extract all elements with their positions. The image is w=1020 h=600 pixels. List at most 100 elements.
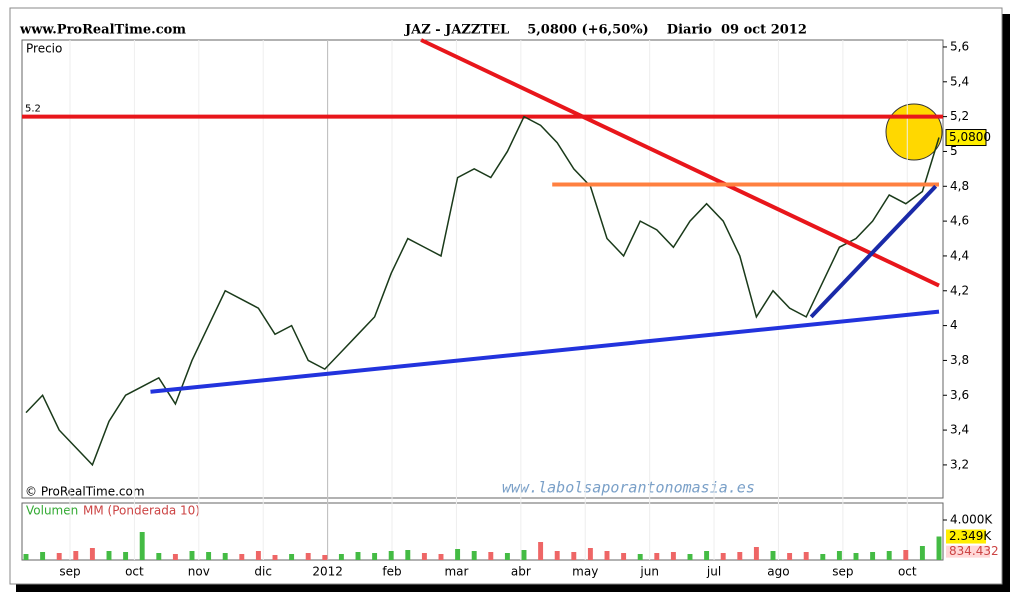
y-label: Precio: [26, 42, 62, 56]
volume-bar: [820, 554, 826, 560]
y-tick-label: 4,4: [950, 248, 969, 262]
highlight-circle: [885, 103, 943, 161]
x-tick-label: oct: [125, 565, 144, 579]
mm-label: MM (Ponderada 10): [83, 504, 200, 518]
volume-bar: [222, 553, 228, 560]
volume-bar: [903, 550, 909, 560]
y-tick-label: 5,2: [950, 109, 969, 123]
y-tick-label: 4: [950, 318, 958, 332]
price-panel: [21, 39, 944, 499]
trendline: [420, 38, 940, 288]
volume-bar: [421, 553, 427, 560]
x-tick-label: mar: [444, 565, 468, 579]
y-tick-label: 3,4: [950, 423, 969, 437]
volume-bar: [405, 550, 411, 560]
y-tick-label: 4,2: [950, 283, 969, 297]
volume-bar: [172, 554, 178, 560]
volume-bar: [670, 552, 676, 560]
x-tick-label: sep: [59, 565, 80, 579]
volume-bar: [571, 552, 577, 560]
trendline: [809, 184, 938, 319]
x-tick-label: ago: [767, 565, 789, 579]
volume-bar: [853, 553, 859, 560]
title: JAZ - JAZZTEL 5,0800 (+6,50%) Diario 09 …: [404, 23, 807, 38]
price-line: [25, 115, 940, 467]
volume-bar: [836, 551, 842, 560]
volume-bar: [272, 555, 278, 560]
volume-bar: [388, 551, 394, 560]
trendline: [150, 309, 940, 394]
x-tick-label: oct: [898, 565, 917, 579]
volume-bar: [654, 553, 660, 560]
volume-bar: [687, 554, 693, 560]
volume-bar: [704, 551, 710, 560]
volume-bar: [637, 554, 643, 560]
site: www.ProRealTime.com: [19, 23, 186, 38]
volume-bar: [156, 553, 162, 560]
volume-bar: [720, 553, 726, 560]
volume-bar: [189, 551, 195, 560]
volume-bar: [255, 551, 261, 560]
x-tick-label: jul: [706, 565, 721, 579]
volume-bar: [438, 554, 444, 560]
x-tick-label: nov: [188, 565, 210, 579]
y-tick-label: 3,2: [950, 457, 969, 471]
volume-bar: [56, 553, 62, 560]
volume-bar: [554, 551, 560, 560]
x-tick-label: 2012: [312, 565, 343, 579]
volume-label: Volumen: [26, 504, 78, 518]
volume-bar: [604, 551, 610, 560]
mm-value-label: 834.432: [949, 544, 999, 558]
volume-panel: [21, 502, 944, 561]
y-tick-label: 3,6: [950, 388, 969, 402]
x-tick-label: abr: [511, 565, 531, 579]
volume-bar: [870, 552, 876, 560]
volume-label-box: [946, 529, 986, 544]
volume-bar: [89, 548, 95, 560]
copyright: © ProRealTime.com: [25, 485, 145, 499]
volume-bar: [770, 551, 776, 560]
volume-bar: [372, 553, 378, 560]
y-tick-label: 3,8: [950, 353, 969, 367]
level-label: 5.2: [25, 104, 41, 115]
x-tick-label: feb: [382, 565, 401, 579]
volume-bar: [753, 547, 759, 560]
y-tick-label: 5: [950, 144, 958, 158]
volume-bar: [538, 542, 544, 560]
last-price-box: [945, 129, 987, 147]
volume-bar: [471, 551, 477, 560]
volume-bar: [504, 553, 510, 560]
volume-bar: [787, 553, 793, 560]
x-tick-label: jun: [639, 565, 659, 579]
volume-value-label: 2.349K: [949, 529, 992, 543]
volume-bar: [23, 554, 29, 560]
volume-bar: [40, 552, 46, 560]
x-tick-label: sep: [832, 565, 853, 579]
volume-bar: [73, 551, 79, 560]
volume-bar: [239, 554, 245, 560]
y-tick-label: 4,6: [950, 214, 969, 228]
y-tick-label: 4.000K: [950, 513, 993, 527]
y-tick-label: 4,8: [950, 179, 969, 193]
volume-bar: [803, 552, 809, 560]
volume-bar: [305, 553, 311, 560]
last-price-label: 5,0800: [949, 130, 991, 144]
volume-bar: [355, 552, 361, 560]
volume-bar: [621, 553, 627, 560]
volume-bar: [455, 549, 461, 560]
volume-bar: [206, 552, 212, 560]
volume-bar: [139, 532, 145, 560]
volume-bar: [521, 550, 527, 560]
x-tick-label: may: [572, 565, 598, 579]
y-tick-label: 5,4: [950, 74, 969, 88]
volume-bar: [488, 552, 494, 560]
volume-bar: [289, 554, 295, 560]
volume-bar: [886, 551, 892, 560]
y-tick-label: 5,6: [950, 39, 969, 53]
volume-bar: [123, 552, 129, 560]
watermark: www.labolsaporantonomasia.es: [502, 479, 755, 497]
volume-bar: [737, 552, 743, 560]
volume-bar: [587, 548, 593, 560]
